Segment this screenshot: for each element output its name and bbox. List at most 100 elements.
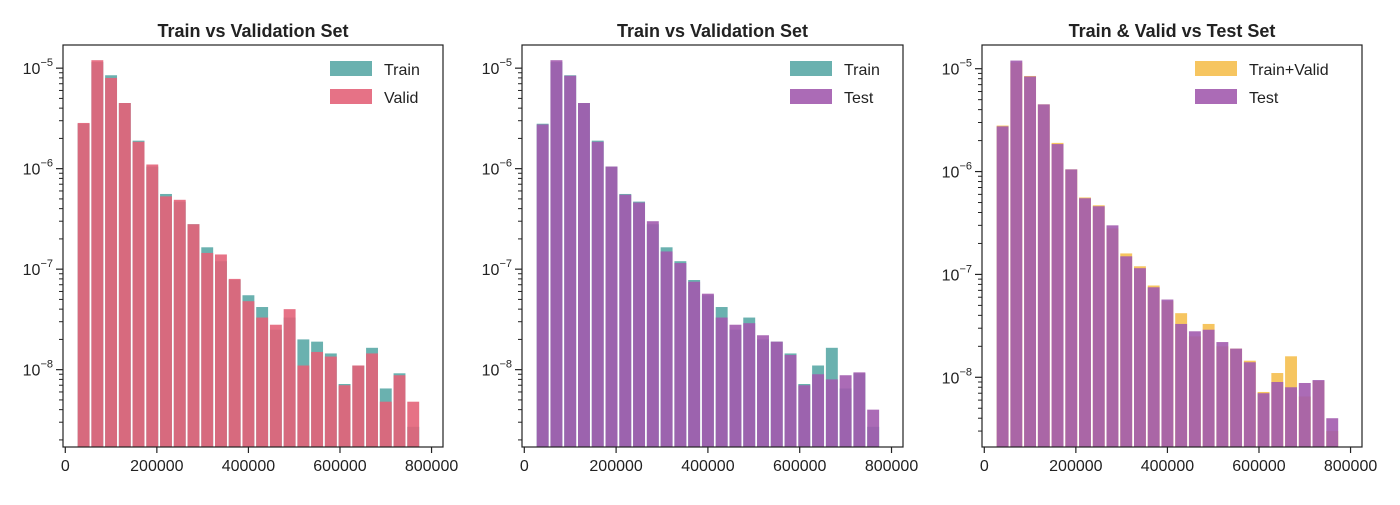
bar [269, 324, 282, 447]
bar [536, 124, 549, 447]
bar [550, 60, 563, 447]
bar [1298, 382, 1311, 447]
bar [1106, 225, 1119, 447]
bar [1202, 329, 1215, 447]
bar [715, 317, 728, 447]
bar [77, 122, 90, 447]
bar [578, 103, 590, 447]
x-tick-label: 600000 [1232, 458, 1285, 475]
legend-label: Train+Valid [1249, 62, 1329, 79]
bar [283, 309, 296, 447]
bar [338, 385, 351, 447]
bar [564, 75, 577, 448]
x-tick-label: 800000 [405, 458, 458, 475]
chart-3: 0 200000 400000 600000 800000 10−8 10−7 10−6 10−… [942, 21, 1378, 475]
legend-swatch [790, 61, 832, 76]
bar [729, 324, 742, 447]
legend-label: Test [844, 90, 874, 107]
bar [1175, 323, 1188, 447]
bar [146, 164, 159, 447]
bar [324, 356, 337, 447]
y-tick-label: 10−6 [482, 158, 512, 179]
y-tick-label: 10−6 [23, 158, 53, 179]
y-tick-label: 10−5 [23, 57, 53, 78]
legend-swatch [790, 89, 832, 104]
bar [1216, 342, 1229, 447]
series-2 [536, 60, 880, 448]
bar [242, 301, 255, 447]
y-tick-label: 10−7 [23, 258, 53, 279]
bar [1285, 387, 1297, 447]
x-tick-label: 800000 [1324, 458, 1377, 475]
bar [1230, 348, 1243, 447]
y-tick-label: 10−7 [942, 263, 972, 284]
bar [798, 385, 811, 447]
y-tick-label: 10−8 [942, 366, 972, 387]
series-2 [996, 60, 1339, 448]
bar [996, 126, 1009, 448]
x-tick-label: 400000 [681, 458, 734, 475]
legend: Train Valid [330, 61, 420, 107]
x-tick-label: 0 [61, 458, 70, 475]
legend: Train+Valid Test [1195, 61, 1329, 107]
bar [1065, 169, 1078, 447]
bar [674, 263, 687, 447]
x-tick-label: 200000 [1049, 458, 1102, 475]
bar [784, 354, 797, 447]
bar [366, 353, 378, 447]
bar [118, 103, 131, 447]
chart-title: Train vs Validation Set [157, 21, 348, 41]
bar [1024, 76, 1037, 448]
bar [379, 401, 392, 447]
bar [1079, 198, 1091, 447]
bar [591, 141, 604, 447]
bar [352, 365, 365, 447]
bar [867, 409, 880, 447]
bar [1147, 287, 1160, 447]
chart-title: Train vs Validation Set [617, 21, 808, 41]
bar [605, 166, 618, 447]
y-tick-label: 10−8 [23, 359, 53, 380]
bar [1257, 393, 1270, 447]
x-tick-label: 600000 [773, 458, 826, 475]
bar [1120, 256, 1133, 447]
bar [1188, 331, 1201, 447]
x-tick-label: 200000 [589, 458, 642, 475]
bar [105, 77, 118, 448]
bar [407, 401, 420, 447]
bar [633, 202, 646, 447]
x-tick-label: 400000 [1141, 458, 1194, 475]
plot-frame [981, 44, 1363, 448]
x-tick-label: 200000 [130, 458, 183, 475]
bar [201, 252, 214, 447]
bar [1326, 418, 1339, 447]
bar [619, 194, 632, 447]
legend-swatch [1195, 89, 1237, 104]
y-tick-label: 10−6 [942, 161, 972, 182]
legend-label: Train [844, 62, 880, 79]
bar [1010, 60, 1023, 448]
legend-label: Train [384, 62, 420, 79]
bar [1134, 268, 1146, 447]
legend-swatch [330, 61, 372, 76]
legend-label: Valid [384, 90, 418, 107]
plot-frame [62, 44, 444, 448]
bar [839, 375, 852, 447]
bar [743, 323, 756, 447]
series-2 [77, 60, 420, 448]
legend-swatch [330, 89, 372, 104]
bar [646, 221, 659, 447]
bar [1161, 299, 1174, 447]
plot-frame [521, 44, 904, 448]
bar [1051, 144, 1064, 447]
x-tick-label: 800000 [865, 458, 918, 475]
x-tick-label: 0 [980, 458, 989, 475]
bar [297, 365, 310, 447]
bar [1271, 381, 1284, 447]
chart-1: 0 200000 400000 600000 800000 10−8 10−7 10−6 10−… [23, 21, 459, 475]
bar [311, 351, 324, 447]
y-tick-label: 10−5 [942, 58, 972, 79]
bar [256, 317, 269, 447]
